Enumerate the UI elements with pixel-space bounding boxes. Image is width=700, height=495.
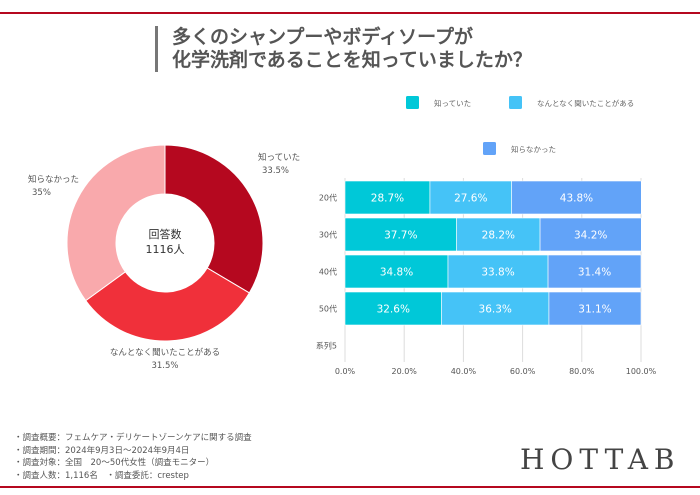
legend-label: 知っていた [434, 98, 471, 108]
bar-value-label: 43.8% [560, 193, 593, 205]
bar-value-label: 36.3% [479, 304, 512, 316]
note: ・調査対象：全国 20～50代女性（調査モニター） [14, 458, 215, 468]
bar-value-label: 28.2% [482, 230, 515, 242]
bar-value-label: 34.8% [380, 267, 413, 279]
center-label: 回答数 [149, 227, 182, 241]
x-tick-label: 80.0% [569, 367, 595, 376]
slice-value: 35% [32, 188, 51, 198]
note: ・調査概要：フェムケア・デリケートゾーンケアに関する調査 [14, 433, 252, 443]
category-label: 40代 [319, 267, 337, 277]
bar-segment [344, 254, 449, 289]
legend-swatch [509, 96, 522, 109]
title-line: 化学洗剤であることを知っていましたか？ [172, 49, 532, 71]
x-tick-label: 100.0% [626, 367, 657, 376]
note: ・調査期間：2024年9月3日～2024年9月4日 [14, 445, 190, 456]
donut-slice [164, 144, 264, 294]
category-label: 20代 [319, 193, 337, 203]
x-tick-label: 20.0% [391, 367, 417, 376]
bar-segment [429, 180, 512, 215]
legend-label: なんとなく聞いたことがある [537, 98, 634, 108]
category-label: 系列5 [316, 341, 337, 351]
bar-segment [344, 291, 442, 326]
note: ・調査人数：1,116名 ・調査委託：crestep [14, 470, 189, 481]
donut-slice [85, 267, 251, 342]
bar-segment [511, 180, 642, 215]
slice-label: 知らなかった [28, 174, 79, 185]
bar-segment [539, 217, 642, 252]
legend-label: 知らなかった [511, 144, 556, 154]
bottom-rule [0, 486, 700, 488]
logo: HOTTAB [520, 443, 681, 476]
bar-value-label: 37.7% [384, 230, 417, 242]
center-value: 1116人 [146, 243, 185, 256]
bar-segment [548, 291, 642, 326]
bar-segment [441, 291, 550, 326]
slice-label: 知っていた [258, 152, 300, 163]
donut-slice [66, 144, 166, 302]
legend-swatch [406, 96, 419, 109]
bar-segment [456, 217, 541, 252]
bar-value-label: 31.4% [578, 267, 611, 279]
slice-label: なんとなく聞いたことがある [110, 347, 220, 358]
bar-value-label: 27.6% [454, 193, 487, 205]
survey-notes: ・調査概要：フェムケア・デリケートゾーンケアに関する調査 ・調査期間：2024年… [14, 432, 252, 482]
category-label: 50代 [319, 304, 337, 314]
top-rule [0, 12, 700, 14]
bar-segment [547, 254, 642, 289]
category-label: 30代 [319, 230, 337, 240]
bar-value-label: 33.8% [481, 267, 514, 279]
bar-value-label: 32.6% [377, 304, 410, 316]
title-line: 多くのシャンプーやボディソープが [172, 26, 473, 48]
bar-segment [344, 180, 431, 215]
x-tick-label: 40.0% [451, 367, 477, 376]
bar-value-label: 28.7% [371, 193, 404, 205]
x-tick-label: 0.0% [335, 367, 356, 376]
slice-value: 33.5% [262, 166, 289, 176]
slice-value: 31.5% [151, 361, 178, 371]
legend-swatch [483, 142, 496, 155]
bar-segment [344, 217, 457, 252]
bar-value-label: 31.1% [578, 304, 611, 316]
page-title: 多くのシャンプーやボディソープが 化学洗剤であることを知っていましたか？ [155, 26, 532, 72]
x-tick-label: 60.0% [510, 367, 536, 376]
bar-value-label: 34.2% [574, 230, 607, 242]
